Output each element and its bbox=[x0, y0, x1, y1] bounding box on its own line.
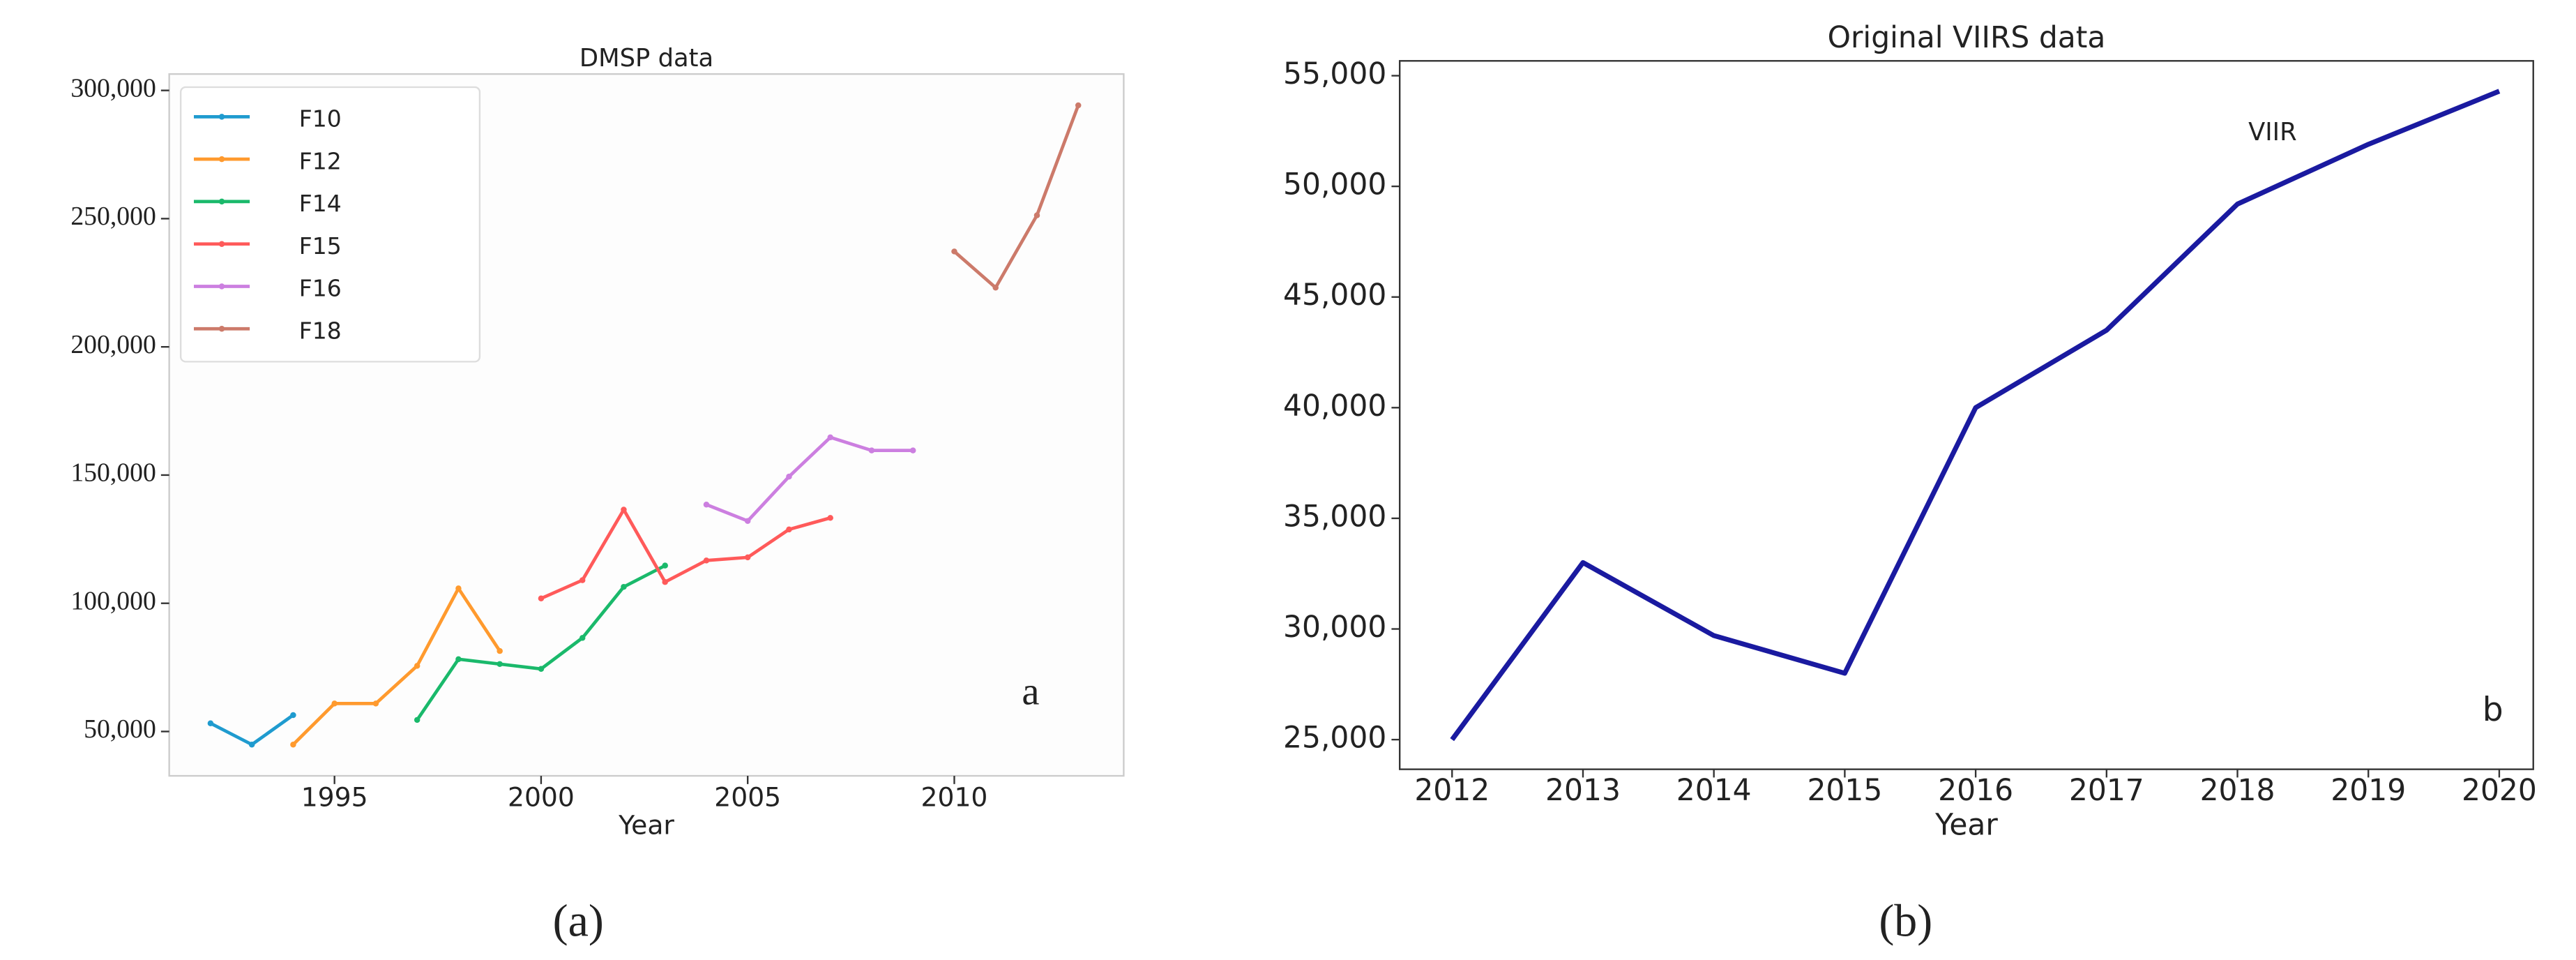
y-tick-label: 50,000 bbox=[1283, 167, 1386, 202]
data-point bbox=[248, 741, 255, 748]
legend-label: F18 bbox=[299, 317, 342, 344]
data-point bbox=[868, 447, 875, 453]
legend-marker bbox=[218, 156, 225, 163]
x-tick-label: 2016 bbox=[1938, 773, 2013, 807]
data-point bbox=[621, 507, 627, 513]
data-point bbox=[1075, 102, 1082, 109]
y-tick-label: 50,000 bbox=[84, 714, 156, 744]
y-tick-label: 55,000 bbox=[1283, 57, 1386, 91]
caption: (b) bbox=[1879, 896, 1932, 947]
data-point bbox=[621, 583, 627, 590]
data-point bbox=[372, 700, 379, 707]
data-point bbox=[414, 717, 421, 723]
data-point bbox=[662, 578, 668, 585]
y-tick-label: 250,000 bbox=[70, 202, 156, 231]
data-point bbox=[497, 647, 503, 654]
x-tick-label: 2013 bbox=[1545, 773, 1621, 807]
series-line bbox=[291, 587, 501, 746]
data-point bbox=[290, 741, 296, 748]
data-point bbox=[992, 285, 999, 291]
legend-label: F15 bbox=[299, 232, 342, 260]
x-axis-label: Year bbox=[618, 810, 674, 841]
data-point bbox=[1033, 212, 1040, 218]
data-point bbox=[497, 661, 503, 668]
annotation: a bbox=[1022, 670, 1039, 714]
legend-box bbox=[179, 86, 481, 363]
data-point bbox=[786, 473, 792, 480]
series-label: VIIR bbox=[2248, 118, 2297, 147]
data-point bbox=[579, 635, 586, 641]
legend-label: F12 bbox=[299, 147, 342, 174]
x-tick-label: 2018 bbox=[2200, 773, 2275, 807]
data-point bbox=[909, 447, 916, 453]
data-point bbox=[827, 434, 833, 441]
data-point bbox=[538, 595, 545, 601]
x-tick-label: 1995 bbox=[301, 782, 368, 813]
legend-marker bbox=[218, 326, 225, 332]
legend-marker bbox=[218, 241, 225, 247]
data-point bbox=[786, 526, 792, 533]
plot-frame bbox=[1399, 60, 2534, 770]
data-point bbox=[579, 577, 586, 583]
data-point bbox=[703, 557, 710, 564]
annotation: b bbox=[2483, 691, 2503, 729]
y-tick-label: 200,000 bbox=[70, 330, 156, 359]
x-tick-label: 2014 bbox=[1676, 773, 1752, 807]
data-point bbox=[414, 663, 421, 669]
legend-marker bbox=[218, 114, 225, 120]
data-point bbox=[207, 720, 214, 726]
data-point bbox=[703, 501, 710, 508]
data-point bbox=[827, 515, 833, 521]
series-line bbox=[1450, 89, 2501, 742]
y-tick-label: 35,000 bbox=[1283, 499, 1386, 533]
y-tick-label: 300,000 bbox=[70, 73, 156, 103]
y-tick-label: 100,000 bbox=[70, 586, 156, 615]
series-line bbox=[953, 105, 1080, 290]
x-tick-label: 2005 bbox=[714, 782, 781, 813]
x-tick-label: 2000 bbox=[508, 782, 575, 813]
data-point bbox=[744, 518, 751, 524]
caption: (a) bbox=[553, 896, 604, 947]
chart-title: Original VIIRS data bbox=[1828, 20, 2106, 54]
x-tick-label: 2017 bbox=[2069, 773, 2144, 807]
data-point bbox=[538, 666, 545, 673]
x-axis-label: Year bbox=[1934, 808, 1998, 842]
y-tick-label: 25,000 bbox=[1283, 721, 1386, 755]
legend-label: F10 bbox=[299, 105, 342, 133]
series-line bbox=[706, 435, 914, 523]
data-point bbox=[951, 248, 957, 255]
legend-label: F16 bbox=[299, 275, 342, 302]
y-tick-label: 30,000 bbox=[1283, 610, 1386, 644]
data-point bbox=[455, 585, 462, 592]
chart-title: DMSP data bbox=[579, 44, 713, 73]
legend-label: F14 bbox=[299, 190, 342, 217]
y-tick-label: 40,000 bbox=[1283, 389, 1386, 423]
data-point bbox=[290, 712, 296, 719]
x-tick-label: 2010 bbox=[921, 782, 988, 813]
data-point bbox=[455, 656, 462, 663]
x-tick-label: 2019 bbox=[2331, 773, 2406, 807]
series-line bbox=[540, 508, 831, 600]
y-tick-label: 150,000 bbox=[70, 458, 156, 488]
x-tick-label: 2012 bbox=[1414, 773, 1490, 807]
x-tick-label: 2015 bbox=[1807, 773, 1882, 807]
data-point bbox=[662, 562, 668, 569]
data-point bbox=[331, 700, 338, 707]
legend-marker bbox=[218, 198, 225, 205]
legend-marker bbox=[218, 283, 225, 290]
data-point bbox=[744, 554, 751, 561]
y-tick-label: 45,000 bbox=[1283, 278, 1386, 312]
x-tick-label: 2020 bbox=[2462, 773, 2537, 807]
